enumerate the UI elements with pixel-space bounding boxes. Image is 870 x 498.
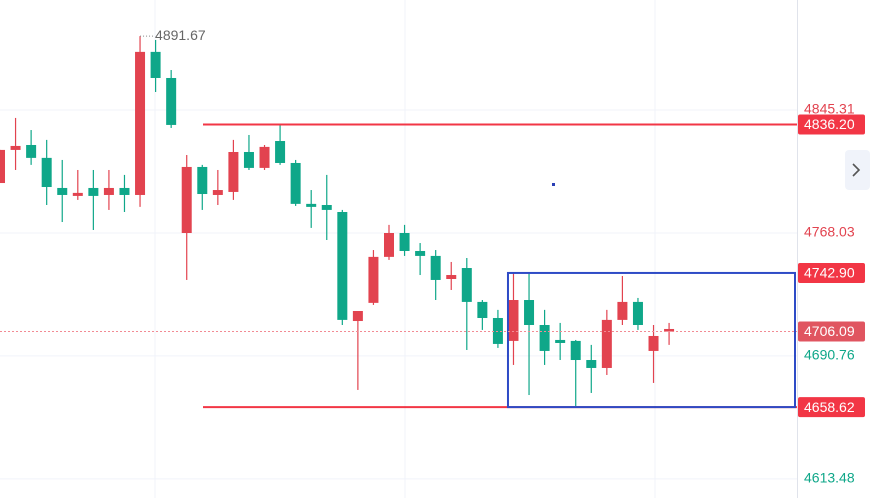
y-tick-label: 4768.03: [804, 224, 855, 240]
candle-body: [103, 187, 114, 195]
candle-body: [212, 190, 223, 195]
candle-body: [41, 157, 52, 188]
high-annotation: 4891.67: [155, 27, 206, 43]
candle-body: [664, 328, 675, 332]
candle-body: [135, 51, 146, 195]
candle-body: [88, 187, 99, 196]
y-tick-label: 4613.48: [804, 470, 855, 486]
y-tick-label: 4845.31: [804, 101, 855, 117]
candle-body: [10, 145, 21, 150]
candle-body: [290, 162, 301, 204]
candle-body: [601, 319, 612, 368]
candle-body: [524, 300, 535, 325]
range-box: [506, 271, 796, 409]
candle-body: [259, 146, 270, 168]
candle-body: [586, 360, 597, 368]
candle-body: [352, 310, 363, 322]
candle-body: [275, 141, 286, 163]
price-tag: [798, 114, 865, 135]
candle-body: [321, 204, 332, 210]
candle-body: [57, 187, 68, 195]
candle-body: [384, 233, 394, 257]
price-tag-label: 4706.09: [804, 323, 855, 339]
candle-body: [119, 187, 130, 195]
price-tag: [798, 262, 865, 283]
candle-body: [617, 301, 628, 320]
candle-body: [430, 255, 441, 280]
candle-body: [461, 268, 472, 302]
candle-body: [150, 51, 161, 78]
candle-body: [632, 301, 643, 325]
price-tag: [798, 397, 865, 418]
candle-body: [399, 233, 410, 251]
candle-body: [570, 340, 581, 361]
candle-body: [337, 211, 348, 320]
price-tag-label: 4836.20: [804, 116, 855, 132]
candle-body: [539, 324, 550, 351]
candle-body: [72, 192, 83, 196]
candle-body: [508, 300, 519, 341]
candle-body: [26, 144, 37, 158]
candle-body: [492, 317, 503, 344]
candle-body: [0, 149, 5, 184]
scroll-arrow[interactable]: [852, 163, 861, 177]
y-tick-label: 4690.76: [804, 347, 855, 363]
price-tag-label: 4658.62: [804, 399, 855, 415]
candle-body: [446, 275, 457, 280]
scroll-button-bg[interactable]: [845, 150, 870, 190]
candle-body: [415, 250, 426, 256]
marker-dot: [552, 183, 555, 186]
candle-body: [555, 339, 566, 343]
candle-body: [166, 77, 177, 125]
candle-body: [228, 151, 239, 192]
candle-body: [306, 203, 317, 207]
candle-body: [648, 335, 659, 351]
scroll-button[interactable]: [845, 150, 870, 190]
candle-body: [368, 256, 379, 303]
candle-body: [181, 166, 192, 234]
candle-body: [477, 301, 488, 318]
candle-body: [197, 166, 208, 195]
price-tag: [798, 321, 865, 342]
candle-body: [243, 151, 254, 168]
price-tag-label: 4742.90: [804, 265, 855, 281]
